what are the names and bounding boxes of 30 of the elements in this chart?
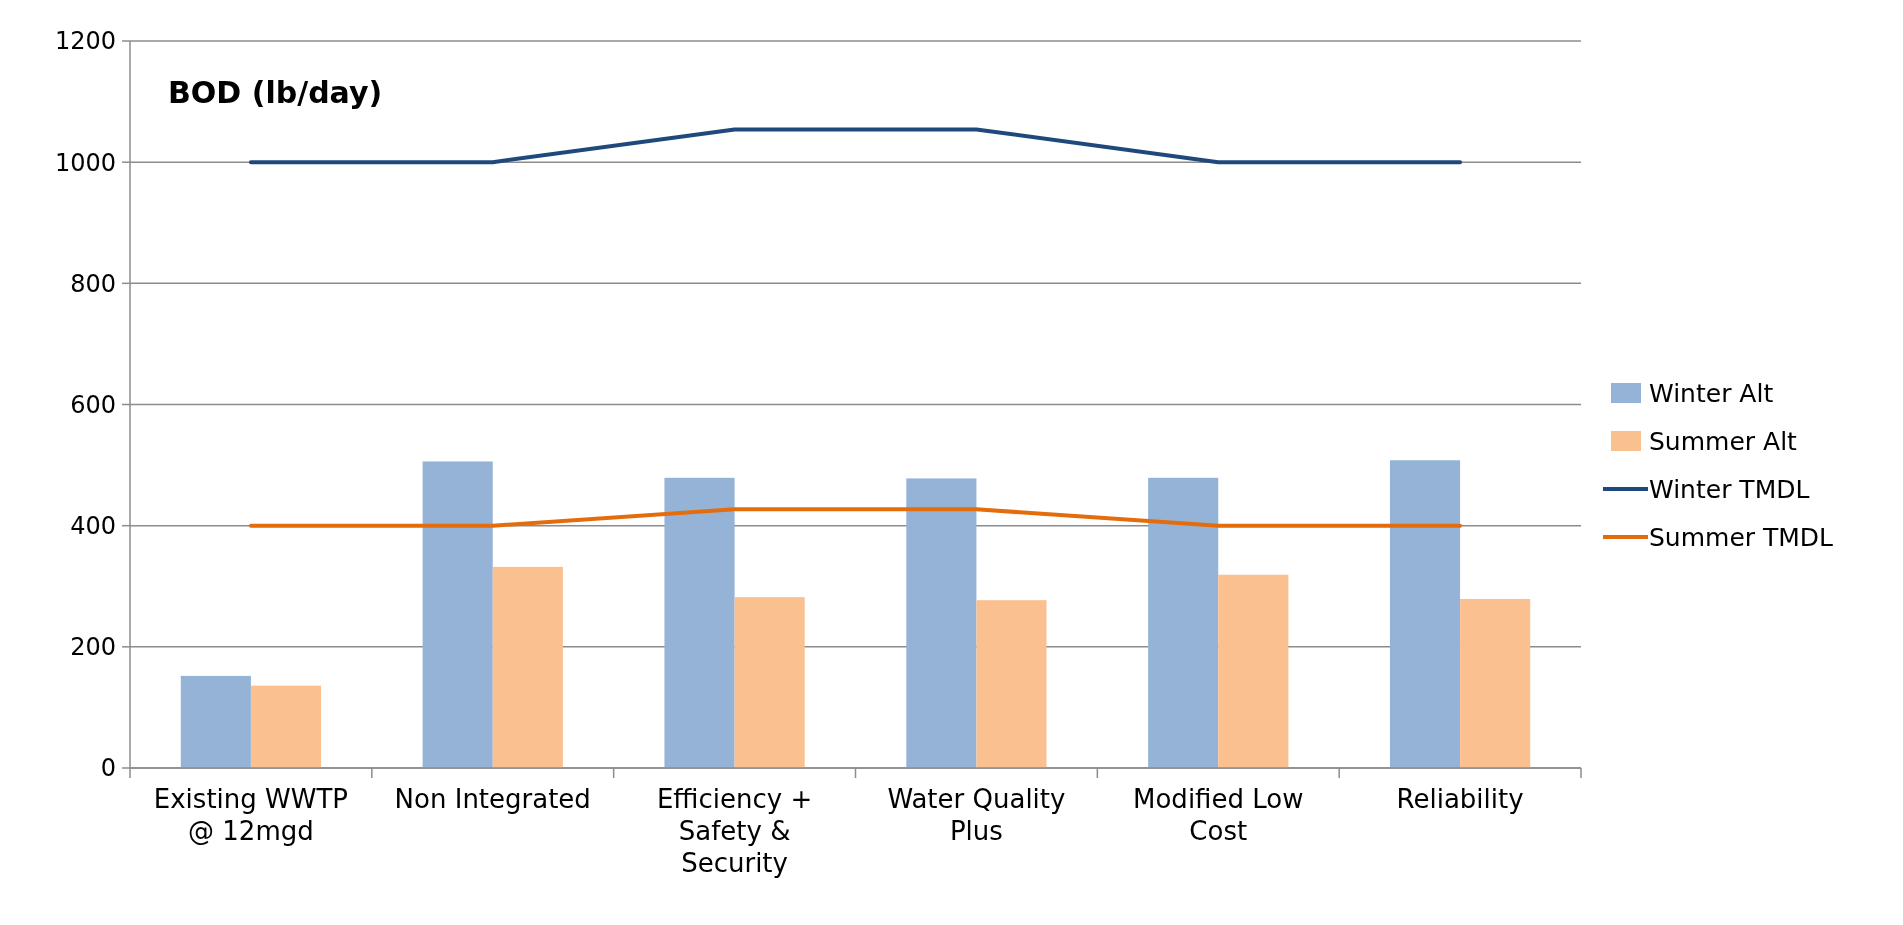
bar <box>734 597 805 768</box>
bar <box>1218 574 1289 768</box>
x-tick-label: Reliability <box>1396 784 1524 814</box>
bar <box>1460 598 1531 768</box>
x-tick-label: Modified Low Cost <box>1133 784 1304 846</box>
text: BOD (lb/day) <box>168 75 383 110</box>
y-tick-label: 800 <box>70 269 116 298</box>
x-tick-label: Existing WWTP @ 12mgd <box>153 784 349 846</box>
bar <box>1148 477 1219 768</box>
bar <box>1389 460 1461 768</box>
legend-label: Summer TMDL <box>1649 522 1834 552</box>
bar <box>906 478 977 768</box>
y-tick-label: 200 <box>70 633 116 662</box>
bar <box>664 477 735 768</box>
y-tick-label: 400 <box>70 512 116 541</box>
y-tick-label: 0 <box>100 754 116 783</box>
y-tick-label: 600 <box>70 390 116 419</box>
bar <box>422 461 493 768</box>
legend-label: Winter TMDL <box>1649 474 1810 504</box>
x-tick-label: Non Integrated <box>394 784 591 814</box>
y-tick-label: 1000 <box>54 148 116 177</box>
x-tick-label: Efficiency + Safety & Security <box>656 784 813 878</box>
y-tick-label: 1200 <box>54 27 116 56</box>
legend-label: Summer Alt <box>1649 426 1798 456</box>
bar <box>976 600 1047 768</box>
bar <box>250 685 322 768</box>
x-tick-label: Water Quality Plus <box>887 784 1066 846</box>
bar <box>492 566 563 768</box>
legend-label: Winter Alt <box>1649 378 1774 408</box>
bar <box>180 675 251 768</box>
